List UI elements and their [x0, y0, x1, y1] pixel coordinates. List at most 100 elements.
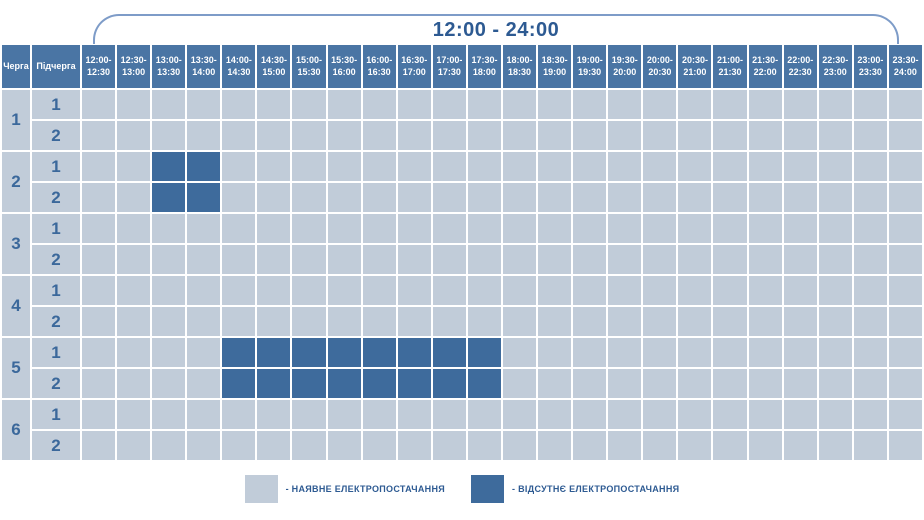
schedule-cell-available	[608, 183, 642, 212]
schedule-cell-available	[467, 307, 501, 336]
schedule-cell-available	[713, 183, 747, 212]
schedule-cell-available	[432, 121, 466, 150]
schedule-cell-available	[502, 400, 537, 429]
schedule-cell-available	[853, 276, 887, 305]
schedule-cell-available	[152, 276, 186, 305]
time-slot-header-line1: 12:00-	[85, 54, 112, 65]
schedule-cell-available	[853, 369, 887, 398]
schedule-cell-available	[888, 183, 922, 212]
schedule-cell-available	[397, 307, 431, 336]
subqueue-number-cell: 2	[32, 121, 80, 150]
schedule-cell-available	[783, 152, 817, 181]
schedule-cell-available	[257, 276, 291, 305]
schedule-cell-available	[573, 214, 607, 243]
schedule-cell-available	[117, 90, 151, 119]
schedule-cell-available	[117, 431, 151, 460]
schedule-cell-available	[82, 152, 116, 181]
schedule-cell-available	[362, 276, 396, 305]
schedule-cell-available	[257, 214, 291, 243]
schedule-cell-available	[748, 214, 782, 243]
schedule-cell-available	[502, 276, 537, 305]
time-slot-header-line2: 21:00	[683, 66, 707, 77]
schedule-cell-available	[187, 369, 221, 398]
schedule-cell-available	[643, 338, 677, 367]
schedule-cell-available	[257, 245, 291, 274]
schedule-cell-available	[117, 245, 151, 274]
time-slot-header-line1: 15:00-	[296, 54, 323, 65]
time-slot-header-line1: 13:30-	[190, 54, 217, 65]
schedule-cell-available	[257, 121, 291, 150]
time-slot-header-line2: 23:30	[858, 66, 882, 77]
time-slot-header: 15:00- 15:30	[292, 45, 326, 88]
schedule-cell-available	[608, 400, 642, 429]
schedule-cell-available	[748, 338, 782, 367]
queue-column-header: Черга	[2, 45, 30, 88]
schedule-cell-available	[257, 183, 291, 212]
schedule-cell-available	[82, 338, 116, 367]
schedule-cell-available	[257, 400, 291, 429]
schedule-cell-available	[327, 245, 361, 274]
schedule-cell-available	[502, 307, 537, 336]
schedule-cell-available	[783, 307, 817, 336]
time-slot-header-line2: 18:30	[508, 66, 532, 77]
time-slot-header-line2: 24:00	[893, 66, 917, 77]
schedule-cell-available	[397, 214, 431, 243]
schedule-cell-available	[117, 121, 151, 150]
schedule-cell-available	[187, 90, 221, 119]
schedule-cell-available	[608, 369, 642, 398]
schedule-cell-available	[713, 400, 747, 429]
schedule-cell-available	[152, 369, 186, 398]
schedule-cell-available	[222, 276, 256, 305]
schedule-cell-available	[678, 90, 712, 119]
schedule-cell-available	[608, 431, 642, 460]
schedule-cell-available	[397, 431, 431, 460]
time-slot-header: 20:00- 20:30	[643, 45, 677, 88]
schedule-cell-available	[222, 307, 256, 336]
time-slot-header: 16:00- 16:30	[362, 45, 396, 88]
subqueue-number-cell: 2	[32, 369, 80, 398]
schedule-cell-available	[783, 183, 817, 212]
schedule-cell-available	[573, 152, 607, 181]
schedule-cell-available	[467, 183, 501, 212]
schedule-cell-outage	[432, 369, 466, 398]
schedule-cell-available	[152, 214, 186, 243]
subqueue-number-cell: 1	[32, 152, 80, 181]
schedule-cell-available	[502, 245, 537, 274]
schedule-cell-available	[362, 307, 396, 336]
queue-number-cell: 6	[2, 400, 30, 460]
schedule-cell-available	[187, 431, 221, 460]
schedule-cell-available	[608, 307, 642, 336]
schedule-cell-available	[117, 152, 151, 181]
schedule-cell-available	[502, 214, 537, 243]
schedule-cell-available	[432, 307, 466, 336]
time-slot-header-line2: 14:00	[192, 66, 216, 77]
subqueue-number-cell: 2	[32, 431, 80, 460]
schedule-cell-available	[187, 400, 221, 429]
schedule-cell-available	[818, 90, 852, 119]
schedule-cell-available	[643, 121, 677, 150]
schedule-cell-available	[117, 369, 151, 398]
schedule-cell-available	[713, 245, 747, 274]
schedule-cell-available	[362, 90, 396, 119]
time-slot-header: 14:00- 14:30	[222, 45, 256, 88]
schedule-cell-available	[362, 245, 396, 274]
schedule-cell-available	[222, 152, 256, 181]
time-slot-header-line2: 19:30	[578, 66, 602, 77]
schedule-cell-available	[608, 338, 642, 367]
schedule-cell-available	[82, 307, 116, 336]
schedule-cell-available	[502, 183, 537, 212]
schedule-cell-available	[818, 121, 852, 150]
schedule-cell-available	[502, 152, 537, 181]
schedule-cell-available	[432, 214, 466, 243]
schedule-cell-available	[467, 400, 501, 429]
schedule-cell-available	[888, 276, 922, 305]
schedule-cell-available	[678, 400, 712, 429]
schedule-cell-available	[818, 369, 852, 398]
schedule-cell-available	[502, 90, 537, 119]
schedule-cell-available	[82, 276, 116, 305]
schedule-cell-available	[432, 245, 466, 274]
schedule-cell-available	[643, 276, 677, 305]
schedule-cell-available	[152, 90, 186, 119]
time-slot-header-line1: 18:30-	[541, 54, 568, 65]
time-slot-header: 12:00- 12:30	[82, 45, 116, 88]
